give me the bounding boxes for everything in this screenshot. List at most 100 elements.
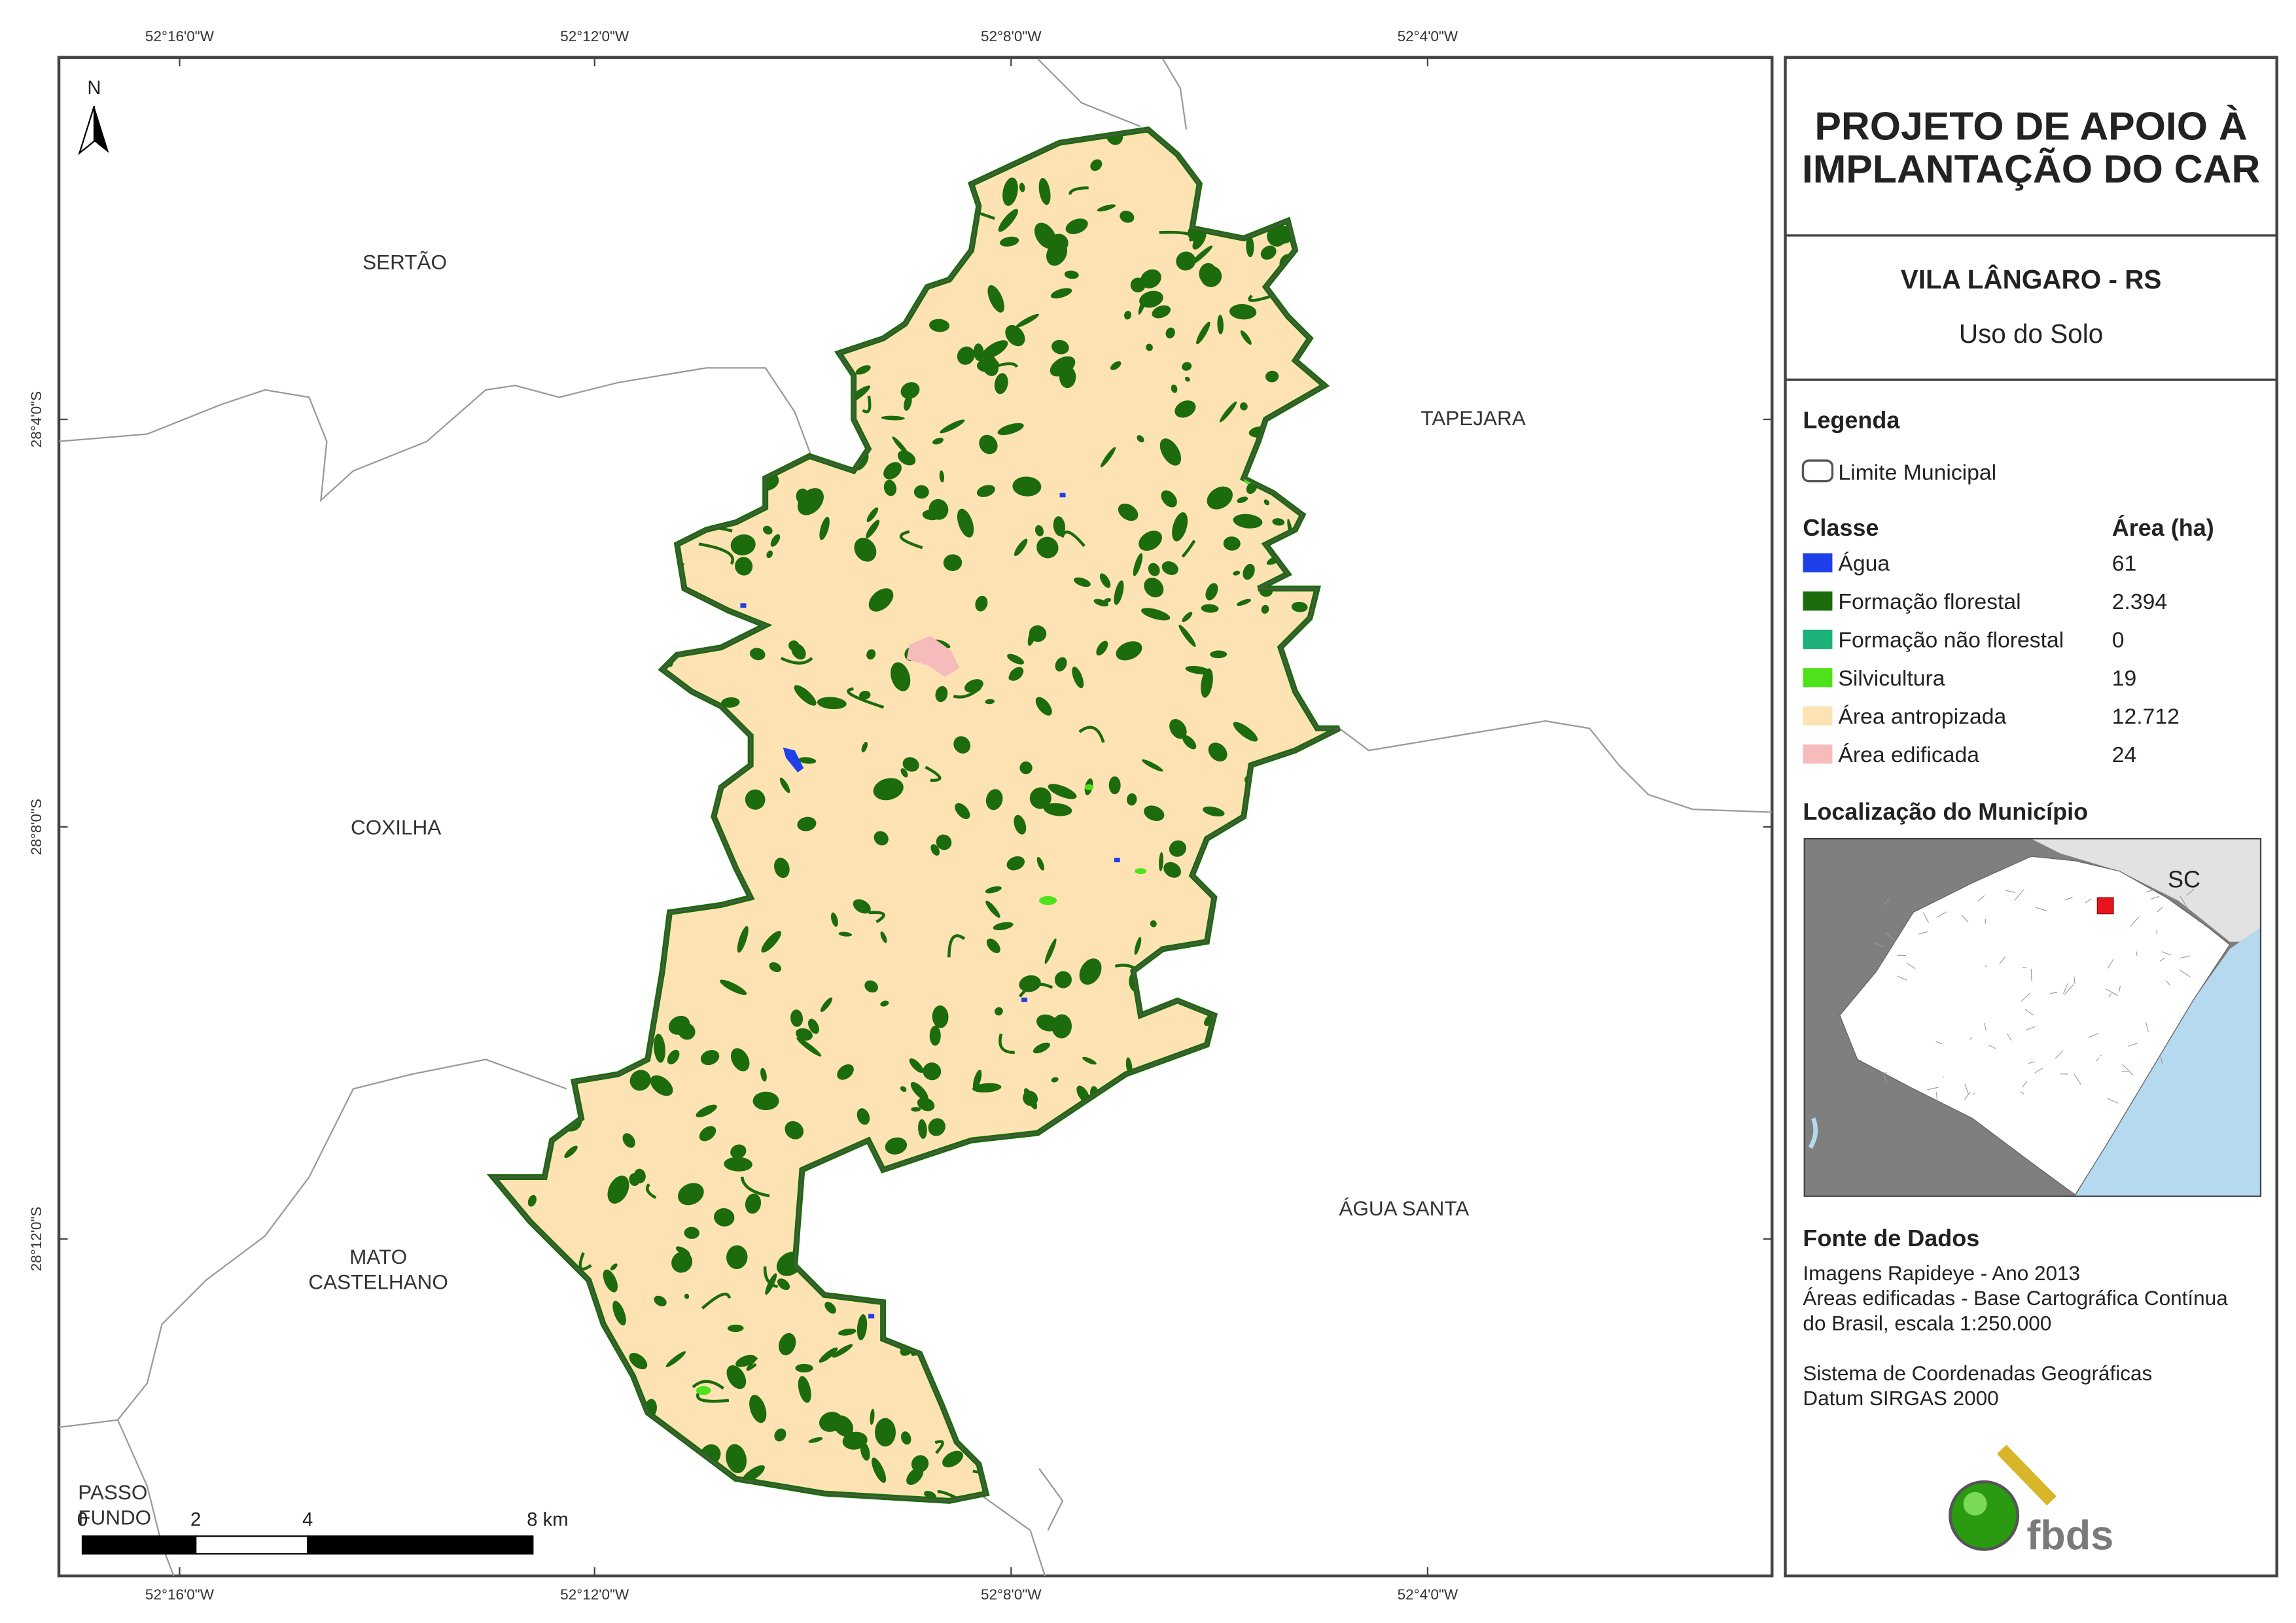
- inset-municipal-line: [2165, 980, 2171, 986]
- forest-patch: [929, 319, 950, 332]
- water-body: [783, 747, 804, 773]
- stream-patch: [1078, 725, 1105, 743]
- stream-patch: [953, 686, 981, 699]
- graticule-label: 52°12'0"W: [560, 1586, 629, 1603]
- stream-patch: [937, 1490, 972, 1501]
- forest-patch: [761, 931, 781, 953]
- stream-patch: [740, 1176, 770, 1198]
- forest-patch: [741, 1465, 765, 1483]
- forest-patch: [881, 415, 905, 421]
- forest-patch: [985, 789, 1003, 811]
- forest-patch: [979, 434, 998, 455]
- inset-municipal-line: [1984, 1022, 1987, 1031]
- forest-patch: [904, 394, 912, 411]
- inset-municipal-line: [2050, 992, 2058, 994]
- forest-patch: [985, 900, 1000, 918]
- forest-patch: [1012, 476, 1042, 497]
- forest-patch: [713, 1208, 735, 1227]
- forest-patch: [880, 1000, 889, 1007]
- graticule-label: 52°12'0"W: [560, 28, 629, 44]
- forest-patch: [987, 285, 1004, 313]
- arrow-half: [78, 105, 96, 156]
- north-arrow: N: [78, 78, 109, 156]
- forest-patch: [724, 1157, 752, 1172]
- forest-patch: [864, 980, 878, 993]
- inset-municipal-line: [2089, 1033, 2099, 1038]
- boundary-line: [116, 1420, 175, 1577]
- scale-label: 0: [77, 1510, 88, 1531]
- legend-title: Legenda: [1803, 407, 1900, 434]
- inset-municipal-line: [2161, 951, 2172, 956]
- place-name: CASTELHANO: [308, 1270, 448, 1293]
- forest-patch: [924, 1490, 937, 1500]
- forest-patch: [564, 1145, 578, 1159]
- inset-municipal-line: [2151, 896, 2159, 899]
- forest-patch: [911, 1107, 921, 1112]
- area-header: Área (ha): [2112, 514, 2214, 541]
- forest-patch: [726, 1365, 747, 1389]
- forest-patch: [1161, 561, 1178, 575]
- forest-patch: [1263, 499, 1269, 506]
- forest-patch: [953, 736, 971, 754]
- stream-patch: [1061, 531, 1086, 548]
- forest-patch: [866, 519, 880, 538]
- forest-patch: [922, 510, 941, 521]
- forest-patch: [1169, 840, 1186, 857]
- inset-municipal-line: [1977, 895, 1985, 901]
- silviculture-patch: [1084, 784, 1094, 790]
- forest-patch: [842, 1431, 868, 1450]
- inset-municipal-line: [1906, 962, 1916, 969]
- inset-title: Localização do Município: [1803, 798, 2088, 825]
- stream-patch: [701, 1293, 731, 1310]
- forest-patch: [684, 1227, 699, 1239]
- forest-patch: [861, 741, 868, 753]
- inset-municipal-line: [2034, 1067, 2043, 1073]
- stream-patch: [1069, 186, 1089, 195]
- inset-municipal-line: [2119, 985, 2121, 992]
- forest-patch: [735, 1355, 756, 1367]
- inset-municipal-line: [1874, 942, 1884, 948]
- inset-municipal-line: [2130, 916, 2139, 927]
- silviculture-patch: [1135, 868, 1147, 875]
- inset-municipal-line: [2085, 898, 2092, 903]
- forest-patch: [1124, 311, 1131, 320]
- forest-patch: [1182, 612, 1193, 622]
- legend-swatch: [1803, 553, 1833, 572]
- forest-patch: [737, 926, 749, 953]
- forest-patch: [1118, 503, 1139, 521]
- forest-patch: [897, 450, 916, 466]
- forest-patch: [1002, 177, 1018, 206]
- forest-patch: [795, 1363, 813, 1372]
- forest-patch: [1229, 304, 1257, 320]
- inset-municipal-line: [1964, 1083, 1969, 1095]
- forest-patch: [798, 1376, 811, 1403]
- inset-municipal-line: [2014, 889, 2024, 901]
- forest-patch: [785, 1121, 804, 1140]
- forest-patch: [1133, 553, 1143, 576]
- graticule-label: 52°8'0"W: [981, 28, 1042, 44]
- forest-patch: [1114, 580, 1124, 605]
- forest-patch: [981, 340, 1008, 359]
- forest-patch: [883, 480, 897, 497]
- forest-patch: [745, 1193, 762, 1214]
- forest-patch: [854, 538, 877, 562]
- forest-patch: [1100, 447, 1116, 468]
- built-area: [906, 635, 960, 677]
- forest-patch: [932, 438, 944, 445]
- graticule: 52°16'0"W 52°16'0"W 52°12'0"W 52°12'0"W 52°8…: [28, 28, 1773, 1603]
- forest-patch: [752, 1091, 779, 1111]
- legend-area: 19: [2112, 666, 2137, 691]
- forest-patch: [1291, 601, 1308, 612]
- forest-patch: [932, 1005, 949, 1028]
- forest-patch: [985, 699, 995, 705]
- inset-municipal-line: [2064, 984, 2074, 995]
- place-name: SERTÃO: [362, 251, 447, 274]
- forest-patch: [994, 373, 1008, 394]
- inset-neighbor: [2031, 839, 2261, 942]
- forest-patch: [1099, 573, 1111, 588]
- forest-patch: [1208, 742, 1227, 762]
- forest-patch: [774, 1428, 786, 1442]
